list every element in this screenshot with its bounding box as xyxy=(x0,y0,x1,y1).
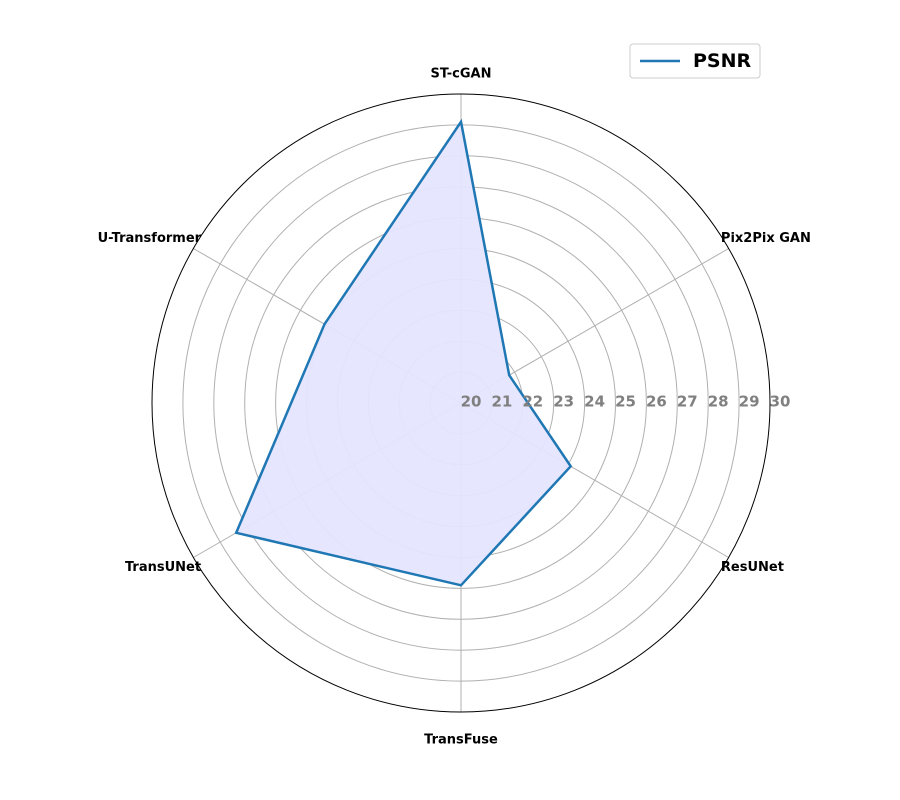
tick-label: 23 xyxy=(553,393,574,411)
tick-label: 21 xyxy=(491,393,512,411)
series-line-psnr xyxy=(234,118,573,587)
tick-label: 29 xyxy=(739,393,760,411)
tick-label: 22 xyxy=(522,393,543,411)
legend-frame xyxy=(629,43,761,79)
tick-label: 27 xyxy=(677,393,698,411)
tick-label: 20 xyxy=(461,393,482,411)
category-label: Pix2Pix GAN xyxy=(721,231,811,246)
tick-label: 25 xyxy=(615,393,636,411)
tick-label: 26 xyxy=(646,393,667,411)
tick-label: 24 xyxy=(584,393,605,411)
tick-label: 28 xyxy=(708,393,729,411)
legend: PSNR xyxy=(629,43,761,79)
radar-data xyxy=(234,118,573,587)
category-labels: ST-cGAN Pix2Pix GAN ResUNet TransFuse TransU… xyxy=(98,67,811,748)
radial-tick-labels: 20 21 22 23 24 25 26 27 28 29 30 xyxy=(461,393,791,411)
series-fill-psnr xyxy=(236,121,571,586)
legend-label-psnr: PSNR xyxy=(693,50,752,72)
category-label: ST-cGAN xyxy=(430,67,491,82)
outer-frame-circle xyxy=(151,93,771,713)
category-label: TransFuse xyxy=(424,733,498,748)
tick-label: 30 xyxy=(770,393,791,411)
category-label: ResUNet xyxy=(721,560,784,575)
category-label: TransUNet xyxy=(125,560,201,575)
category-label: U-Transformer xyxy=(98,231,202,246)
